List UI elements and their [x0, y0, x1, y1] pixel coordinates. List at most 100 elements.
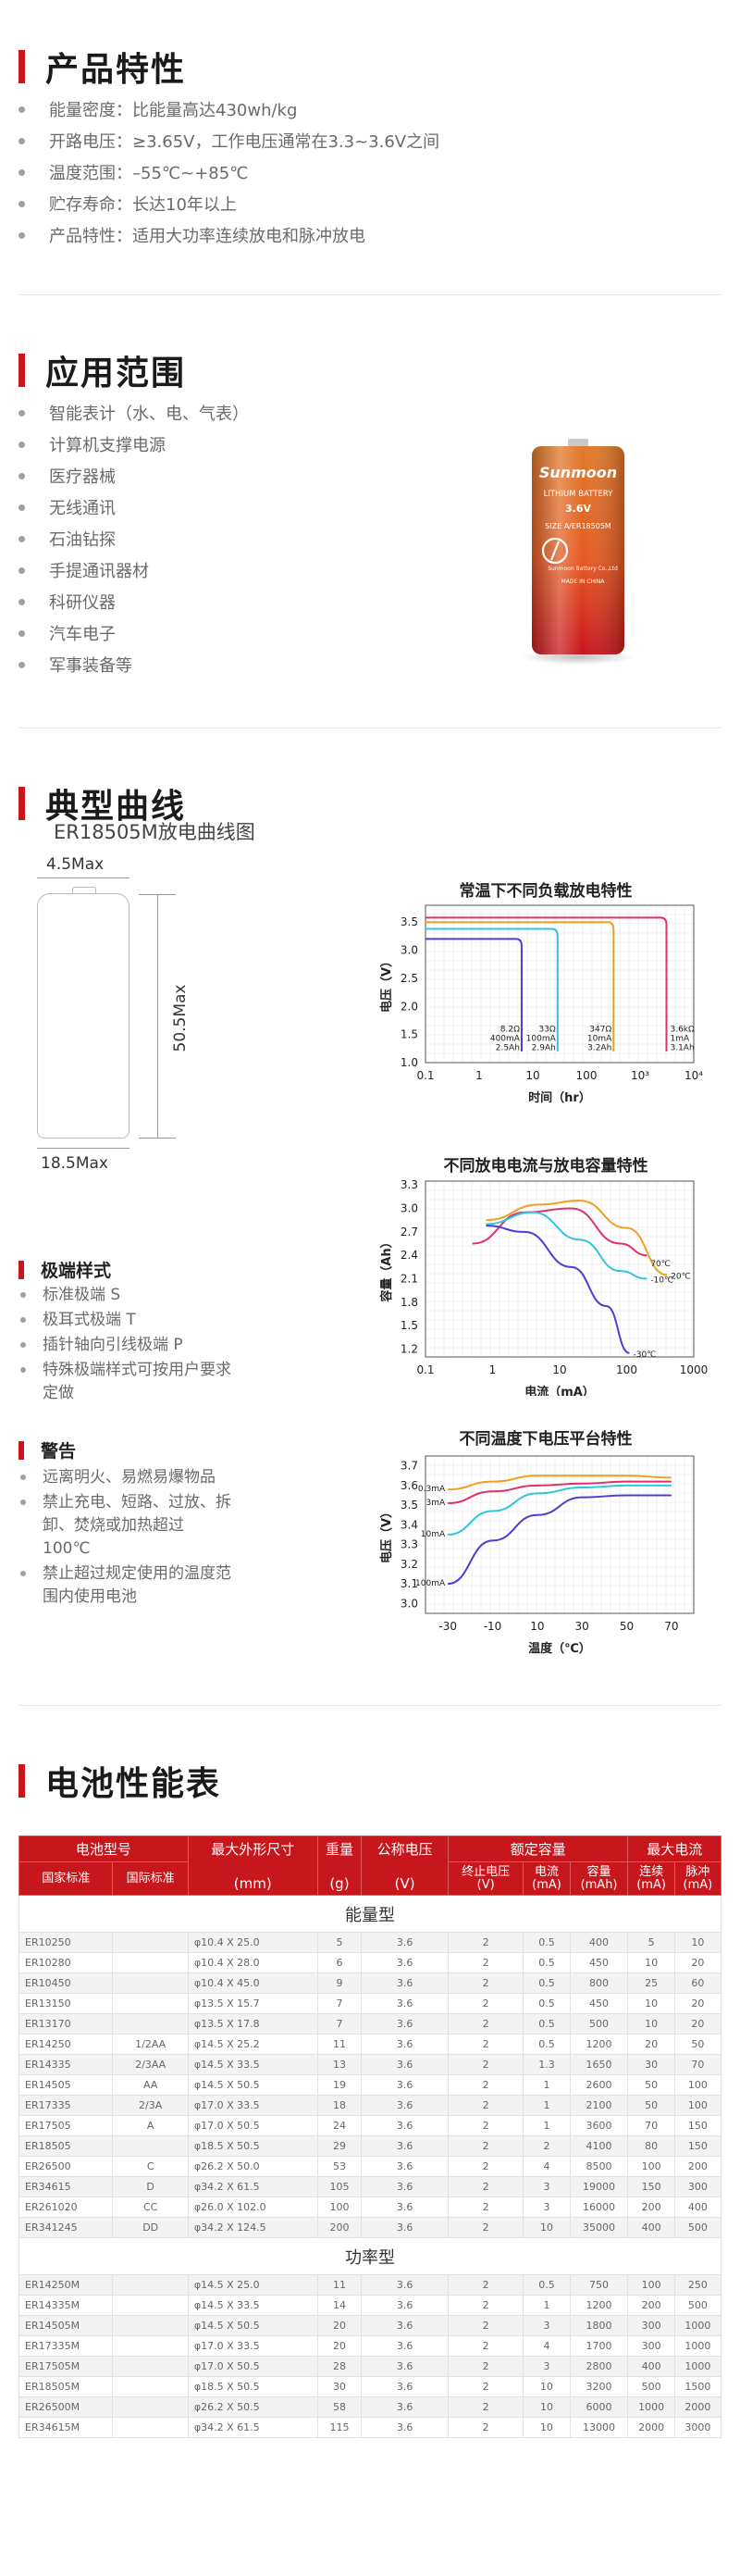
y-axis-label: 容量（Ah）	[379, 1236, 394, 1302]
table-row: ER17505M φ17.0 X 50.5 28 3.6 2 3 2800 400 1000	[18, 2356, 722, 2377]
list-item-text: 智能表计（水、电、气表）	[49, 404, 249, 424]
table-cell: 1/2AA	[112, 2034, 189, 2055]
table-cell: 2	[447, 2196, 524, 2218]
table-cell: ER17335	[18, 2095, 114, 2116]
plot-frame	[425, 1455, 695, 1614]
table-cell: 10	[627, 1993, 675, 2014]
table-cell: 2	[447, 1972, 524, 1994]
table-cell	[112, 2274, 189, 2296]
x-tick-label: 100	[616, 1363, 637, 1376]
bullet-dot-icon	[18, 629, 25, 637]
bullet-dot-icon	[18, 472, 25, 479]
list-item-text: 插针轴向引线极端 P	[43, 1336, 183, 1354]
series-label: 10mA	[421, 1530, 446, 1539]
table-cell: 2	[447, 1993, 524, 2014]
bullet-dot-icon	[20, 1342, 26, 1348]
table-cell: 0.5	[523, 2274, 571, 2296]
table-cell: DD	[112, 2217, 189, 2238]
series-label: 2.9Ah	[532, 1044, 556, 1053]
table-cell: 1	[523, 2295, 571, 2316]
heading-accent-bar	[18, 787, 25, 820]
table-cell: 300	[627, 2315, 675, 2336]
series-line	[426, 921, 615, 1052]
bullet-dot-icon	[20, 1367, 26, 1373]
table-cell: ER261020	[18, 2196, 114, 2218]
table-cell: 1200	[569, 2034, 629, 2055]
heading-accent-bar	[18, 50, 25, 83]
series-line	[472, 1207, 648, 1257]
th-model: 电池型号	[18, 1836, 189, 1862]
table-cell: 20	[316, 2335, 363, 2357]
table-cell: ER17505	[18, 2115, 114, 2136]
table-cell: ER18505	[18, 2135, 114, 2157]
cell-cap-outline	[72, 887, 96, 894]
bullet-dot-icon	[18, 598, 25, 605]
heading-accent-bar	[18, 1440, 24, 1460]
th-weight: 重量 (g)	[316, 1836, 363, 1896]
table-cell: ER341245	[18, 2217, 114, 2238]
table-cell: 3.6	[361, 1932, 449, 1953]
table-cell: 50	[673, 2034, 722, 2055]
bullet-dot-icon	[18, 409, 25, 417]
table-cell: ER10280	[18, 1952, 114, 1973]
plot-frame	[425, 904, 695, 1064]
table-cell: φ26.2 X 50.0	[187, 2156, 318, 2177]
table-cell: 20	[673, 1952, 722, 1973]
table-cell: 2	[447, 2274, 524, 2296]
series-label: 100mA	[415, 1579, 446, 1588]
features-heading: 产品特性	[18, 43, 186, 91]
table-cell: 2	[447, 2295, 524, 2316]
dim-width-label: 18.5Max	[41, 1154, 108, 1173]
table-cell: 2	[447, 1932, 524, 1953]
plot-area	[425, 904, 695, 1064]
bullet-dot-icon	[18, 566, 25, 574]
table-cell: 200	[316, 2217, 363, 2238]
table-cell: φ10.4 X 45.0	[187, 1972, 318, 1994]
table-cell: 1000	[673, 2356, 722, 2377]
series-line	[486, 1225, 630, 1354]
table-cell: 3.6	[361, 2115, 449, 2136]
battery-logo-icon	[541, 537, 569, 565]
table-row: ER10450 φ10.4 X 45.0 9 3.6 2 0.5 800 25 60	[18, 1972, 722, 1994]
table-cell: 200	[627, 2295, 675, 2316]
chart-load-discharge: 电压（V） 时间（hr） 0.1 1 10 100 10³ 10⁴ 1.0 1.5 2.0 2.5 3.…	[379, 904, 703, 1105]
table-cell: 2	[447, 2095, 524, 2116]
table-cell: 7	[316, 1993, 363, 2014]
applications-title: 应用范围	[45, 355, 187, 392]
x-axis-label: 温度（℃）	[528, 1641, 591, 1656]
table-cell: 3.6	[361, 2054, 449, 2075]
table-cell: 1000	[627, 2396, 675, 2418]
table-cell: 3	[523, 2315, 571, 2336]
table-cell: 3.6	[361, 1952, 449, 1973]
y-tick-label: 3.4	[401, 1518, 418, 1531]
series-label: -10℃	[650, 1276, 673, 1286]
table-cell: 3.6	[361, 1972, 449, 1994]
th-cap: 容量 (mAh)	[569, 1861, 629, 1896]
table-cell: 2	[447, 2074, 524, 2096]
list-item-text: 禁止充电、短路、过放、拆卸、焚烧或加热超过100℃	[43, 1493, 231, 1558]
table-cell: 300	[627, 2335, 675, 2357]
table-cell	[112, 2335, 189, 2357]
heading-accent-bar	[18, 1764, 25, 1798]
list-item: 军事装备等	[18, 649, 249, 680]
battery-made: MADE IN CHINA	[561, 579, 606, 585]
table-cell: φ17.0 X 50.5	[187, 2115, 318, 2136]
table-row: ER17335M φ17.0 X 33.5 20 3.6 2 4 1700 300 1000	[18, 2335, 722, 2357]
list-item-text: 禁止超过规定使用的温度范围内使用电池	[43, 1564, 231, 1606]
table-cell: 3.6	[361, 2034, 449, 2055]
list-item-text: 医疗器械	[49, 467, 116, 487]
series-label: 0.3mA	[418, 1485, 446, 1494]
x-axis-label: 时间（hr）	[528, 1090, 591, 1105]
x-tick-label: 10	[525, 1069, 539, 1082]
terminals-title: 极端样式	[41, 1261, 112, 1281]
x-tick-label: 70	[664, 1620, 678, 1633]
x-tick-label: 10³	[631, 1069, 649, 1082]
list-item: 汽车电子	[18, 617, 249, 649]
section-divider	[18, 294, 722, 295]
table-cell: ER17505M	[18, 2356, 114, 2377]
table-cell: 2600	[569, 2074, 629, 2096]
table-cell: ER13150	[18, 1993, 114, 2014]
list-item-text: 军事装备等	[49, 656, 132, 676]
